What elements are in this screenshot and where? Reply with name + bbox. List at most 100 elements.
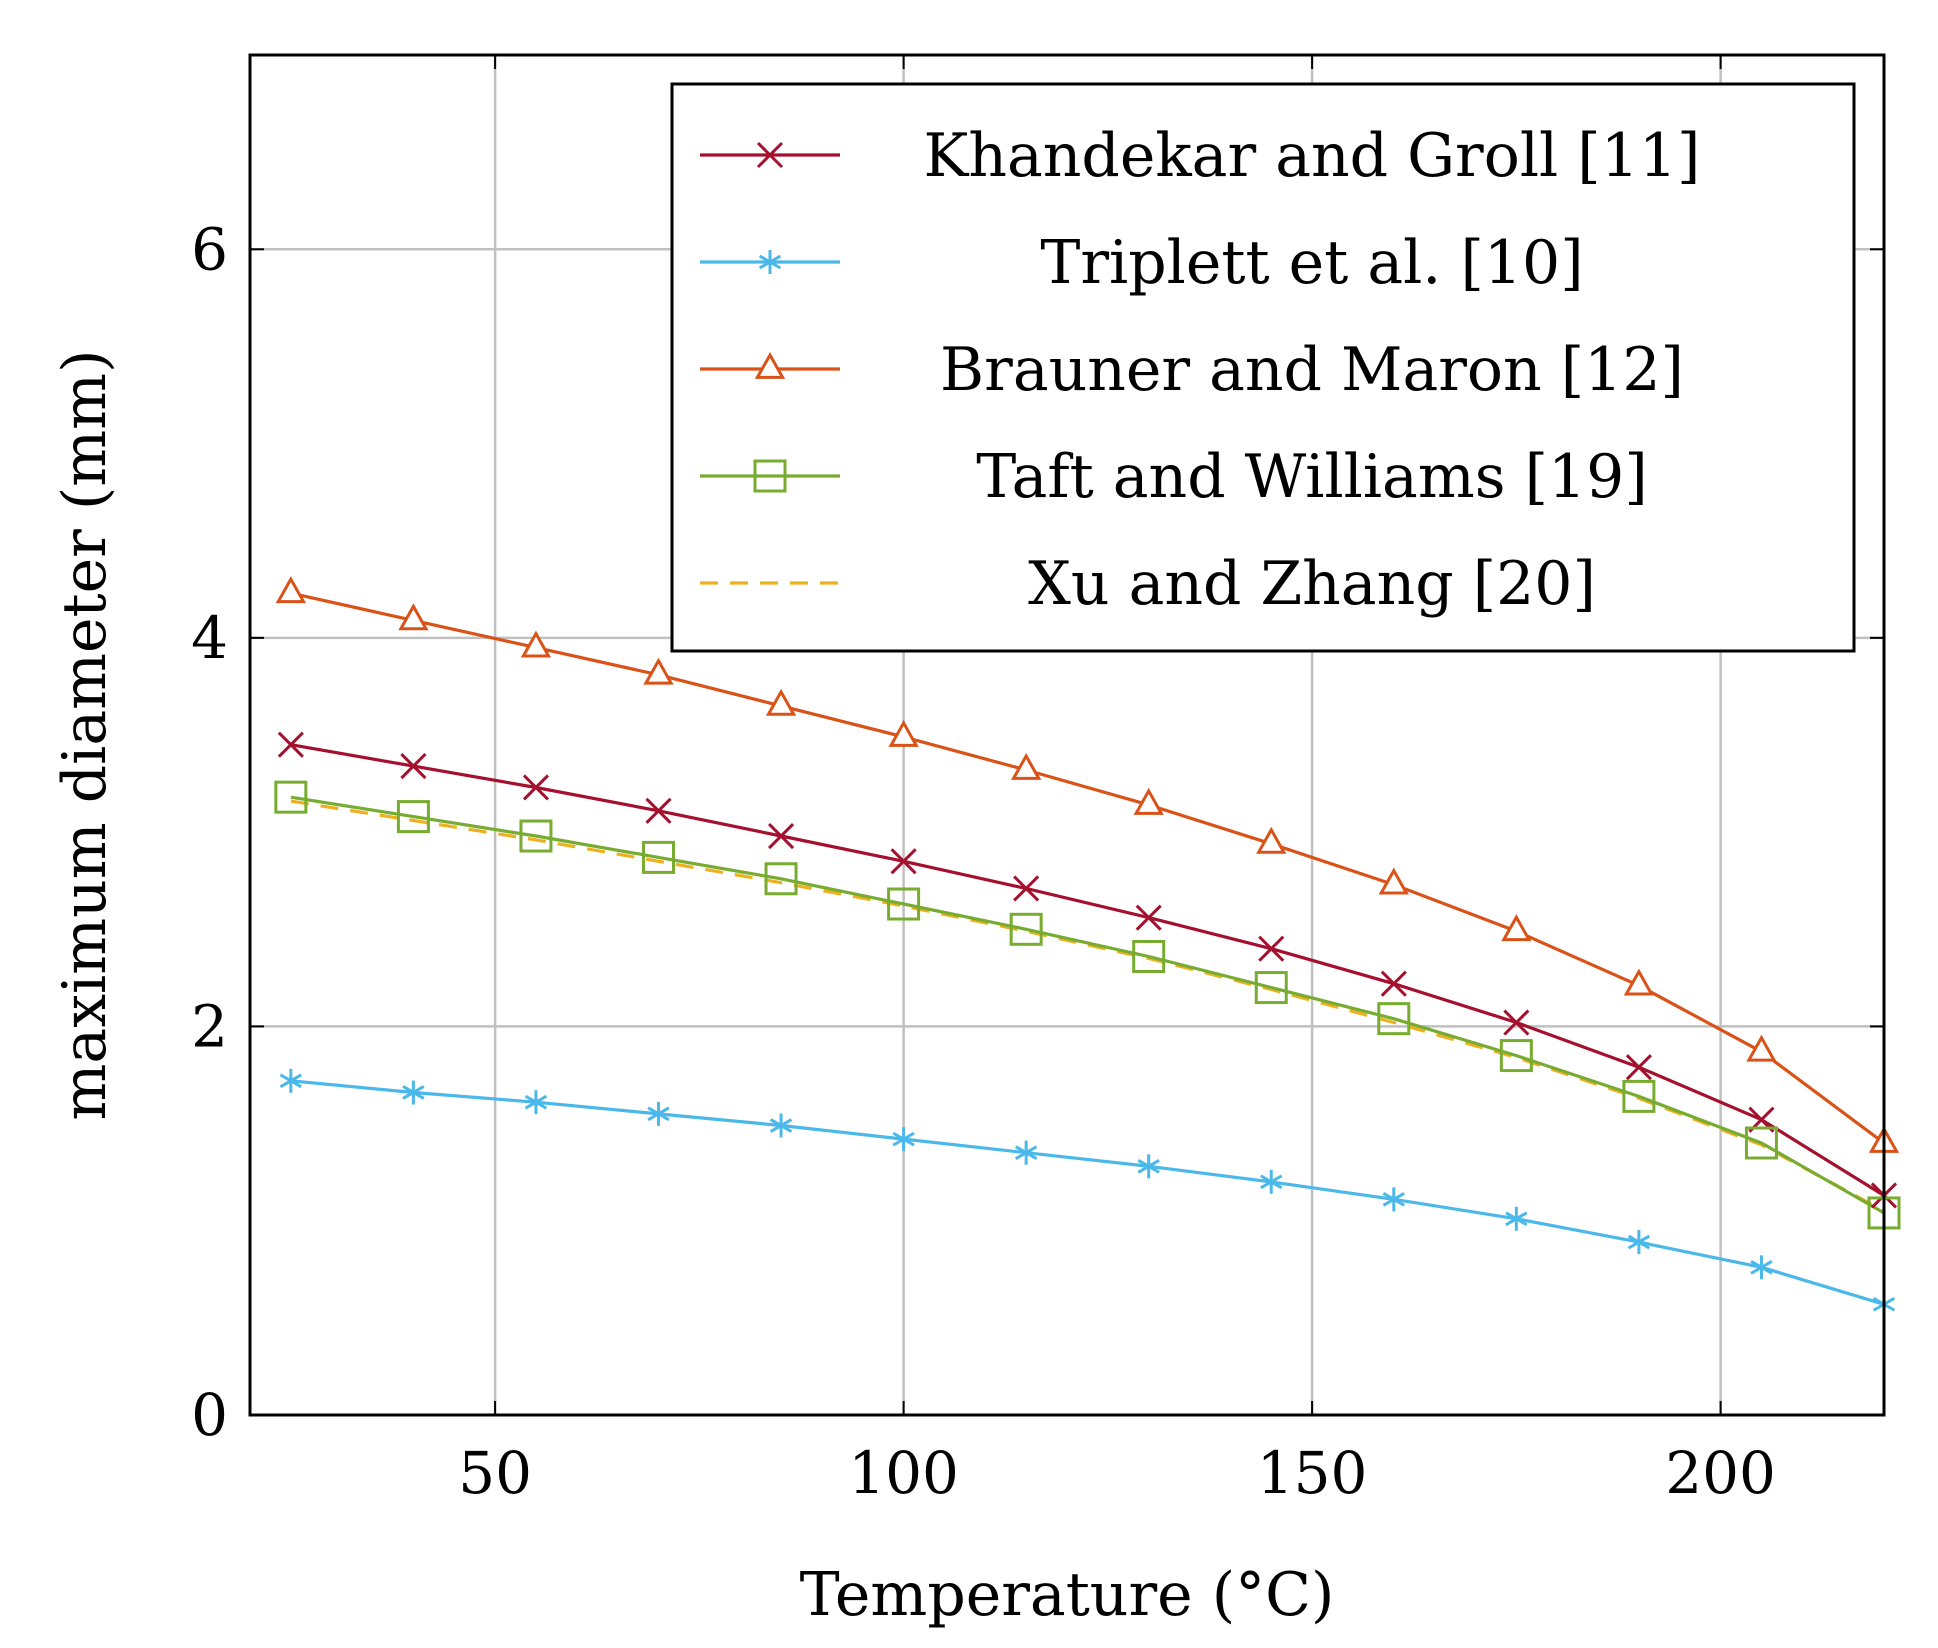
data-point-brauner [1378, 867, 1409, 895]
plot-area-frame [248, 53, 1886, 1417]
marker-stroke [1015, 1145, 1038, 1161]
marker-stroke [1625, 1054, 1652, 1081]
legend-label: Brauner and Maron [12] [940, 335, 1684, 405]
data-point-taft [1622, 1079, 1656, 1113]
data-point-triplett [1137, 1154, 1160, 1179]
data-point-khandekar [1503, 1009, 1530, 1036]
marker-stroke [277, 731, 304, 758]
marker-stroke [1627, 1234, 1651, 1250]
data-point-brauner [1256, 826, 1287, 854]
marker-stroke [400, 753, 427, 780]
marker-stroke [524, 1094, 548, 1110]
legend-entry-xu: Xu and Zhang [20] [700, 549, 1596, 619]
legend-marker [758, 250, 782, 274]
marker-stroke [647, 1106, 670, 1122]
marker-stroke [769, 1118, 793, 1133]
data-point-taft [519, 819, 553, 853]
data-point-triplett [647, 1101, 670, 1126]
legend-entry-khandekar: Khandekar and Groll [11] [700, 121, 1700, 191]
marker-stroke [522, 774, 550, 801]
data-point-brauner [888, 719, 919, 747]
data-point-taft [887, 887, 921, 921]
data-point-khandekar [1258, 935, 1285, 962]
marker-stroke [892, 1131, 915, 1147]
data-point-triplett [892, 1127, 915, 1152]
data-point-taft [1499, 1039, 1533, 1073]
series-line-triplett [290, 1079, 1885, 1306]
data-point-triplett [769, 1113, 793, 1138]
legend-entry-triplett: Triplett et al. [10] [700, 228, 1584, 298]
data-point-triplett [1382, 1187, 1405, 1212]
data-point-brauner [1010, 752, 1042, 780]
legend-marker [753, 459, 787, 493]
legend: Khandekar and Groll [11] Triplett et al. … [670, 82, 1856, 653]
legend-entry-taft: Taft and Williams [19] [700, 442, 1648, 512]
data-point-taft [396, 800, 430, 834]
data-point-brauner [520, 630, 552, 658]
y-tick-label: 0 [191, 1381, 228, 1449]
marker-stroke [758, 254, 782, 270]
data-point-triplett [279, 1068, 302, 1093]
series-line-xu [290, 799, 1885, 1213]
data-point-taft [1377, 1002, 1411, 1036]
data-point-taft [642, 840, 675, 874]
legend-box [670, 82, 1856, 653]
data-point-triplett [402, 1080, 425, 1105]
data-point-triplett [524, 1090, 548, 1115]
marker-stroke [645, 797, 672, 824]
marker-stroke [1503, 1009, 1530, 1036]
x-tick-label: 50 [458, 1439, 532, 1507]
data-point-brauner [1133, 787, 1164, 815]
marker-stroke [1258, 935, 1285, 962]
data-point-brauner [1501, 914, 1532, 942]
data-point-brauner [1746, 1034, 1777, 1062]
marker-stroke [1137, 1159, 1160, 1174]
y-tick-label: 2 [191, 992, 228, 1060]
data-point-khandekar [277, 731, 304, 758]
series-markers [274, 576, 1901, 1317]
x-tick-label: 200 [1665, 1439, 1776, 1507]
marker-stroke [1505, 1211, 1528, 1227]
series-line-taft [290, 795, 1885, 1215]
data-point-taft [1132, 939, 1166, 973]
marker-stroke [402, 1085, 425, 1100]
legend-label: Triplett et al. [10] [1040, 228, 1583, 298]
marker-stroke [1382, 1192, 1405, 1207]
data-point-triplett [1015, 1140, 1038, 1165]
x-tick-label: 100 [848, 1439, 959, 1507]
data-point-brauner [275, 576, 307, 604]
x-axis-title: Temperature (°C) [800, 1560, 1335, 1630]
legend-marker [754, 351, 786, 379]
data-point-triplett [1260, 1169, 1283, 1194]
axis-ticks: 50 100 150 200 0 2 4 6 [191, 55, 1884, 1507]
marker-stroke [1380, 970, 1407, 997]
marker-stroke [1135, 904, 1162, 931]
data-point-taft [1254, 971, 1288, 1005]
marker-stroke [756, 141, 784, 169]
data-point-khandekar [645, 797, 672, 824]
data-point-brauner [398, 603, 429, 631]
marker-stroke [767, 822, 795, 850]
data-point-taft [1009, 912, 1043, 946]
data-point-triplett [1750, 1255, 1773, 1280]
y-tick-label: 4 [191, 604, 228, 672]
series-line-khandekar [290, 743, 1885, 1197]
marker-stroke [279, 1073, 302, 1089]
x-tick-label: 150 [1257, 1439, 1368, 1507]
data-point-khandekar [767, 822, 795, 850]
data-point-khandekar [1013, 875, 1040, 902]
marker-stroke [1260, 1174, 1283, 1190]
legend-label: Taft and Williams [19] [976, 442, 1647, 512]
series-line-brauner [290, 591, 1885, 1145]
data-point-khandekar [400, 753, 427, 780]
marker-stroke [890, 848, 917, 875]
marker-stroke [1013, 875, 1040, 902]
data-point-triplett [1505, 1206, 1528, 1231]
data-point-khandekar [1135, 904, 1162, 931]
y-axis-title: maximum diameter (mm) [50, 350, 120, 1121]
data-point-brauner [765, 688, 797, 716]
data-point-brauner [643, 657, 674, 685]
legend-marker [756, 141, 784, 169]
data-point-khandekar [890, 848, 917, 875]
